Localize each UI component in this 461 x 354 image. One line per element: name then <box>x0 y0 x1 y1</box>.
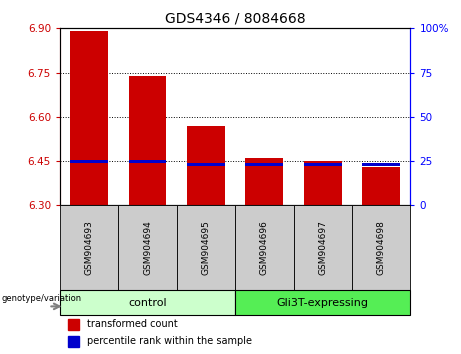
Text: GSM904697: GSM904697 <box>318 220 327 275</box>
Bar <box>129 160 166 163</box>
Bar <box>118 205 177 290</box>
Text: GSM904694: GSM904694 <box>143 221 152 275</box>
Bar <box>362 167 400 205</box>
Bar <box>235 205 294 290</box>
Bar <box>177 205 235 290</box>
Bar <box>362 164 400 166</box>
Text: Gli3T-expressing: Gli3T-expressing <box>277 298 369 308</box>
Bar <box>304 164 342 166</box>
Text: GSM904693: GSM904693 <box>85 220 94 275</box>
Bar <box>68 319 79 330</box>
Bar <box>304 161 342 205</box>
Bar <box>70 160 108 163</box>
Text: GSM904698: GSM904698 <box>377 220 385 275</box>
Bar <box>245 158 283 205</box>
Bar <box>352 205 410 290</box>
Bar <box>187 126 225 205</box>
Text: GSM904696: GSM904696 <box>260 220 269 275</box>
Bar <box>70 31 108 205</box>
Title: GDS4346 / 8084668: GDS4346 / 8084668 <box>165 12 306 26</box>
Bar <box>60 205 118 290</box>
Bar <box>60 290 235 315</box>
Bar <box>68 336 79 347</box>
Bar <box>187 164 225 166</box>
Bar <box>245 164 283 166</box>
Text: control: control <box>128 298 167 308</box>
Text: GSM904695: GSM904695 <box>201 220 210 275</box>
Bar <box>235 290 410 315</box>
Bar <box>294 205 352 290</box>
Text: percentile rank within the sample: percentile rank within the sample <box>88 336 252 346</box>
Bar <box>129 75 166 205</box>
Text: transformed count: transformed count <box>88 319 178 329</box>
Text: genotype/variation: genotype/variation <box>1 295 82 303</box>
